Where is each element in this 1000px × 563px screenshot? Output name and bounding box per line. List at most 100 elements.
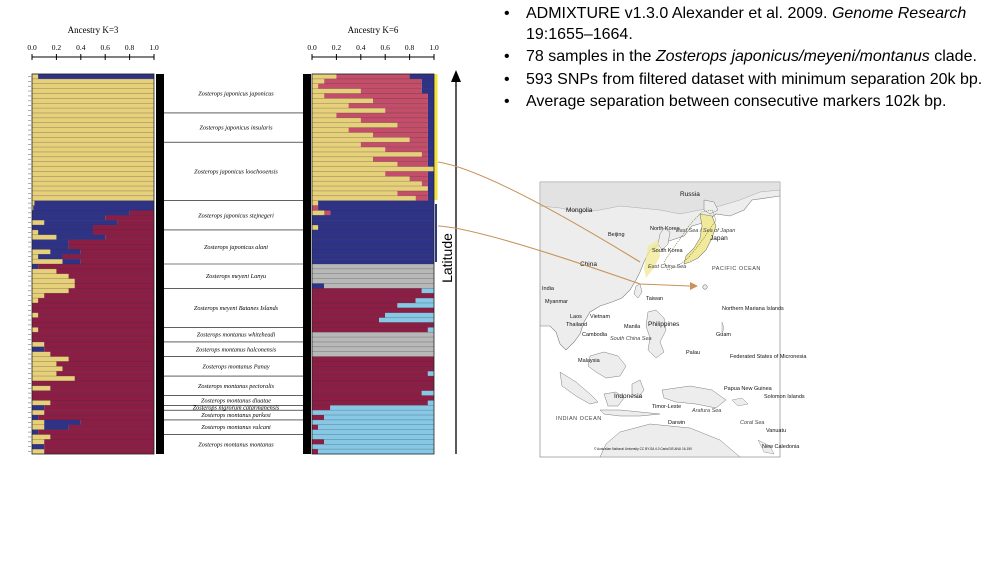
population-label: Zosterops nigrorum catarmanensis (193, 405, 280, 412)
ancestry-bar-c1-s3-r41 (312, 273, 434, 279)
ancestry-bar-c1-s4-r44 (312, 288, 422, 294)
x-tick-label: 1.0 (149, 43, 159, 52)
population-label: Zosterops montanus diuatae (201, 397, 271, 404)
bullet-text: 78 samples in the (526, 48, 656, 65)
ancestry-bar-c1-s0-r12 (312, 132, 373, 138)
map-label-mongolia: Mongolia (566, 207, 593, 214)
map-label-malaysia: Malaysia (578, 358, 601, 364)
chart-title: Ancestry K=6 (348, 25, 399, 35)
population-label: Zosterops montanus whiteheadi (197, 332, 276, 339)
ancestry-bar-c1-s0-r25 (312, 195, 416, 201)
ancestry-bar-c1-s3-r39 (312, 264, 434, 270)
ancestry-bar-c0-s2-r66 (32, 395, 154, 401)
ancestry-bar-c1-s2-r22 (427, 181, 434, 187)
ancestry-bar-c0-s2-r64 (50, 385, 154, 391)
ancestry-bar-c0-s2-r49 (38, 312, 154, 318)
ancestry-bar-c1-s0-r19 (312, 166, 434, 172)
ancestry-bar-c1-s1-r18 (397, 161, 428, 167)
ancestry-bar-c1-s4-r60 (312, 366, 434, 372)
arrow-line-south (437, 225, 691, 287)
ancestry-bar-c0-s1-r72 (44, 424, 69, 430)
population-bar (156, 74, 164, 454)
ancestry-bar-c0-s0-r18 (32, 161, 154, 167)
map-label-indian-ocean: INDIAN OCEAN (556, 416, 602, 422)
ancestry-bar-c1-s4-r47 (312, 302, 398, 308)
bullet-list: ADMIXTURE v1.3.0 Alexander et al. 2009. … (500, 4, 995, 115)
ancestry-bar-c0-s1-r27 (33, 205, 154, 211)
ancestry-bar-c0-s1-r29 (32, 215, 106, 221)
ancestry-bar-c0-s0-r37 (32, 254, 39, 260)
ancestry-bar-c1-s4-r51 (312, 322, 434, 328)
ancestry-bar-c1-s1-r0 (336, 74, 410, 80)
ancestry-bar-c0-s2-r28 (129, 210, 154, 216)
ancestry-bar-c0-s1-r30 (44, 220, 118, 226)
ancestry-bar-c1-s4-r48 (312, 307, 434, 313)
ancestry-bar-c1-s1-r24 (397, 190, 428, 196)
map-label-south-china-sea: South China Sea (610, 336, 652, 342)
ancestry-bar-c1-s2-r43 (312, 283, 325, 289)
ancestry-bar-c1-s5-r69 (312, 410, 434, 416)
ancestry-bar-c1-s5-r50 (379, 317, 434, 323)
ancestry-bar-c1-s2-r17 (427, 156, 434, 162)
ancestry-bar-c0-s2-r41 (68, 273, 154, 279)
ancestry-bar-c1-s4-r52 (312, 327, 428, 333)
map-label-sea-of-japan: East Sea / Sea of Japan (676, 228, 735, 234)
x-tick-label: 0.2 (332, 43, 342, 52)
map-label-solomon: Solomon Islands (764, 394, 805, 400)
ancestry-bar-c0-s2-r52 (38, 327, 154, 333)
ancestry-bar-c1-s2-r33 (312, 234, 434, 240)
ancestry-bar-c1-s0-r13 (312, 137, 410, 143)
ancestry-bar-c0-s1-r39 (32, 264, 39, 270)
x-tick-label: 0.0 (27, 43, 37, 52)
ancestry-bar-c1-s2-r30 (312, 220, 434, 226)
ancestry-bar-c1-s1-r12 (373, 132, 428, 138)
ancestry-bar-c1-s2-r10 (427, 122, 434, 128)
ancestry-bar-c0-s2-r33 (105, 234, 154, 240)
ancestry-bar-c1-s1-r14 (360, 142, 428, 148)
ancestry-bar-c1-s1-r7 (385, 108, 428, 114)
population-label: Zosterops japonicus loochooensis (194, 168, 278, 175)
ancestry-bar-c1-s2-r14 (427, 142, 434, 148)
taxon-name: Zosterops japonicus/meyeni/montanus (655, 48, 930, 65)
ancestry-bar-c1-s0-r20 (312, 171, 386, 177)
ancestry-bar-c1-s0-r21 (312, 176, 410, 182)
ancestry-bar-c0-s0-r20 (32, 171, 154, 177)
ancestry-bar-c1-s3-r53 (312, 332, 434, 338)
ancestry-bar-c1-s2-r21 (427, 176, 434, 182)
ancestry-bar-c1-s2-r20 (427, 171, 434, 177)
ancestry-bar-c1-s5-r49 (385, 312, 434, 318)
ancestry-bar-c1-s2-r32 (312, 229, 434, 235)
ancestry-bar-c1-s0-r31 (312, 225, 319, 231)
map-label-coral-sea: Coral Sea (740, 420, 764, 426)
map-label-japan: Japan (710, 235, 728, 242)
map-label-south-korea: South Korea (652, 248, 684, 254)
ancestry-bar-c0-s2-r37 (62, 254, 154, 260)
ancestry-bar-c0-s2-r34 (68, 239, 154, 245)
ancestry-bar-c1-s2-r35 (312, 244, 434, 250)
map-label-arafura: Arafura Sea (691, 408, 721, 414)
ancestry-bar-c0-s0-r6 (32, 103, 154, 109)
ancestry-bar-c1-s2-r29 (312, 215, 434, 221)
ancestry-bar-c1-s5-r61 (427, 371, 434, 377)
map-label-beijing: Beijing (608, 232, 625, 238)
ancestry-bar-c0-s2-r45 (44, 293, 155, 299)
ancestry-bar-c1-s5-r73 (312, 429, 434, 435)
ancestry-bar-c0-s2-r42 (74, 278, 154, 284)
ancestry-bar-c0-s2-r29 (105, 215, 154, 221)
ancestry-bar-c0-s2-r32 (93, 229, 154, 235)
ancestry-bar-c1-s2-r24 (427, 190, 434, 196)
ancestry-bar-c1-s4-r62 (312, 376, 434, 382)
population-label: Zosterops japonicus insularis (200, 125, 274, 132)
ancestry-bar-c0-s0-r32 (32, 229, 39, 235)
ancestry-bar-c1-s1-r10 (397, 122, 428, 128)
ancestry-bar-c1-s2-r1 (421, 78, 434, 84)
population-label: Zosterops montanus pectoralis (198, 383, 275, 390)
ancestry-bar-c1-s5-r47 (397, 302, 434, 308)
ancestry-bar-c1-s4-r59 (312, 361, 434, 367)
ancestry-bar-c1-s2-r15 (427, 147, 434, 153)
ancestry-bar-c1-s0-r6 (312, 103, 349, 109)
ancestry-bar-c0-s2-r60 (62, 366, 154, 372)
ancestry-bar-c1-s0-r3 (312, 88, 361, 94)
ancestry-bar-c0-s0-r75 (32, 439, 45, 445)
ancestry-bar-c1-s1-r20 (385, 171, 428, 177)
